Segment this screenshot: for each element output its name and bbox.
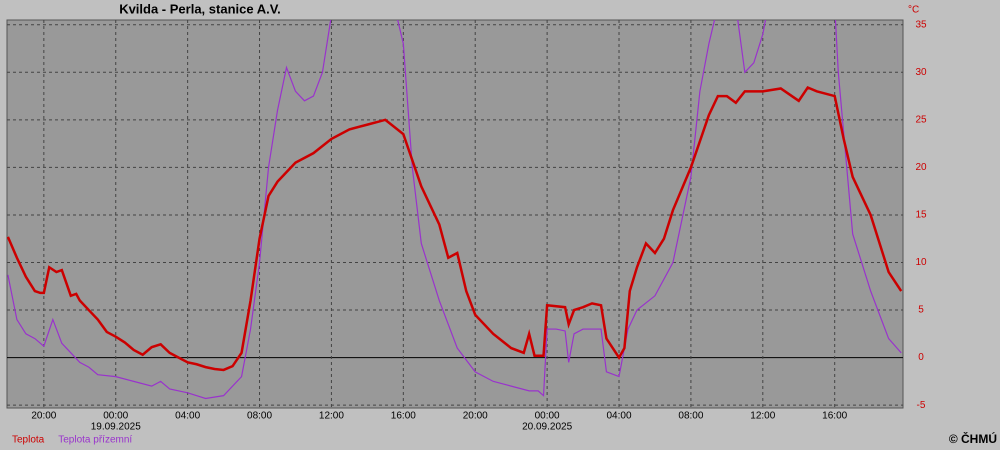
copyright: © ČHMÚ xyxy=(949,431,997,446)
y-tick-label: 35 xyxy=(915,19,927,30)
x-tick-label: 08:00 xyxy=(247,411,272,422)
y-tick-label: -5 xyxy=(917,400,926,411)
x-tick-label: 12:00 xyxy=(750,411,775,422)
y-tick-label: 25 xyxy=(915,114,927,125)
x-tick-label: 00:00 xyxy=(103,411,128,422)
y-tick-label: 15 xyxy=(915,210,927,221)
y-tick-label: 20 xyxy=(915,162,927,173)
y-tick-label: 10 xyxy=(915,257,927,268)
date-label: 19.09.2025 xyxy=(91,422,141,433)
legend-entry: Teplota xyxy=(12,435,45,446)
chart-title: Kvilda - Perla, stanice A.V. xyxy=(119,1,281,16)
y-tick-label: 5 xyxy=(918,305,924,316)
x-tick-label: 04:00 xyxy=(175,411,200,422)
x-tick-label: 20:00 xyxy=(31,411,56,422)
x-tick-label: 00:00 xyxy=(535,411,560,422)
plot-area xyxy=(6,19,904,409)
series-line xyxy=(7,20,902,400)
x-tick-label: 08:00 xyxy=(678,411,703,422)
series-line xyxy=(7,85,903,372)
x-tick-label: 04:00 xyxy=(606,411,631,422)
y-tick-label: 0 xyxy=(918,352,924,363)
x-tick-label: 20:00 xyxy=(463,411,488,422)
y-unit: °C xyxy=(908,5,919,16)
date-label: 20.09.2025 xyxy=(522,422,572,433)
x-tick-label: 12:00 xyxy=(319,411,344,422)
y-tick-label: 30 xyxy=(915,67,927,78)
x-tick-label: 16:00 xyxy=(391,411,416,422)
legend-entry: Teplota přízemní xyxy=(58,435,132,446)
x-tick-label: 16:00 xyxy=(822,411,847,422)
